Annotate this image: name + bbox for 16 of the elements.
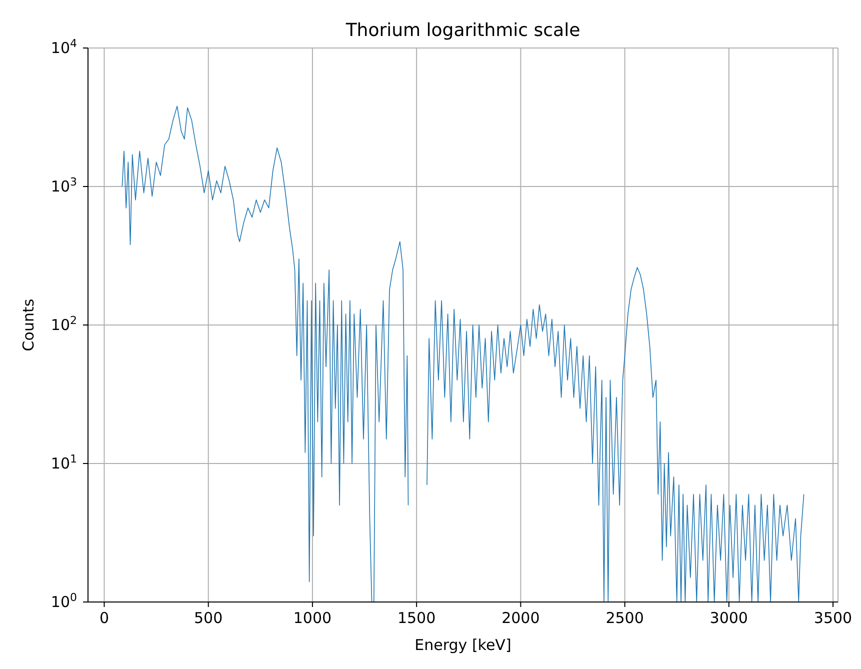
y-tick-label: 10$^{2}$ (50, 314, 77, 334)
x-tick-label: 0 (99, 609, 110, 627)
y-tick-label: 10$^{3}$ (50, 175, 77, 196)
x-tick-label: 1000 (293, 609, 332, 627)
y-tick-label: 10$^{4}$ (50, 36, 77, 57)
x-tick-label: 500 (194, 609, 223, 627)
y-tick-label: 10$^{0}$ (50, 590, 77, 611)
x-tick-label: 1500 (397, 609, 436, 627)
chart-title: Thorium logarithmic scale (344, 20, 582, 41)
x-axis-title: Energy [keV] (414, 636, 512, 654)
y-tick-label: 10$^{1}$ (50, 452, 77, 472)
x-tick-label: 3500 (814, 609, 852, 627)
x-tick-label: 2000 (502, 609, 540, 627)
x-tick-label: 2500 (606, 609, 644, 627)
x-tick-label: 3000 (710, 609, 748, 627)
y-axis-title: Counts (19, 298, 38, 352)
